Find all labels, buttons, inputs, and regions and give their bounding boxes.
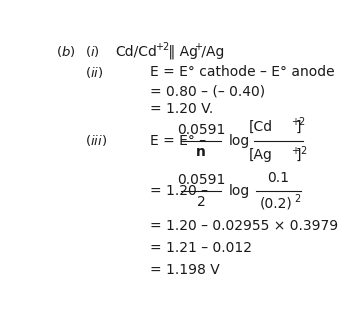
Text: $(ii)$: $(ii)$ [85,65,103,80]
Text: E = E° cathode – E° anode: E = E° cathode – E° anode [150,65,335,79]
Text: = 1.20 –: = 1.20 – [150,184,208,198]
Text: = 1.20 – 0.02955 × 0.3979: = 1.20 – 0.02955 × 0.3979 [150,219,338,233]
Text: $(iii)$: $(iii)$ [85,133,107,148]
Text: E = E° –: E = E° – [150,134,206,148]
Text: [Ag: [Ag [249,148,273,162]
Text: ]: ] [296,120,302,134]
Text: +2: +2 [291,117,305,127]
Text: ‖ Ag: ‖ Ag [164,45,197,59]
Text: /Ag: /Ag [197,45,225,59]
Text: 2: 2 [197,195,205,209]
Text: 2: 2 [295,194,301,204]
Text: = 0.80 – (– 0.40): = 0.80 – (– 0.40) [150,85,265,99]
Text: [Cd: [Cd [249,120,273,134]
Text: log: log [228,134,250,148]
Text: 0.0591: 0.0591 [177,123,225,137]
Text: 2: 2 [301,146,307,155]
Text: +: + [194,42,202,52]
Text: log: log [228,184,250,198]
Text: $(b)$: $(b)$ [56,44,75,59]
Text: +: + [291,146,298,155]
Text: ]: ] [296,148,301,162]
Text: Cd/Cd: Cd/Cd [115,45,157,59]
Text: 0.0591: 0.0591 [177,173,225,187]
Text: = 1.21 – 0.012: = 1.21 – 0.012 [150,241,252,255]
Text: n: n [196,145,206,159]
Text: $(i)$: $(i)$ [85,44,100,59]
Text: +2: +2 [155,42,170,52]
Text: 0.1: 0.1 [267,171,290,185]
Text: (0.2): (0.2) [259,197,292,211]
Text: = 1.198 V: = 1.198 V [150,263,220,277]
Text: = 1.20 V.: = 1.20 V. [150,102,213,116]
